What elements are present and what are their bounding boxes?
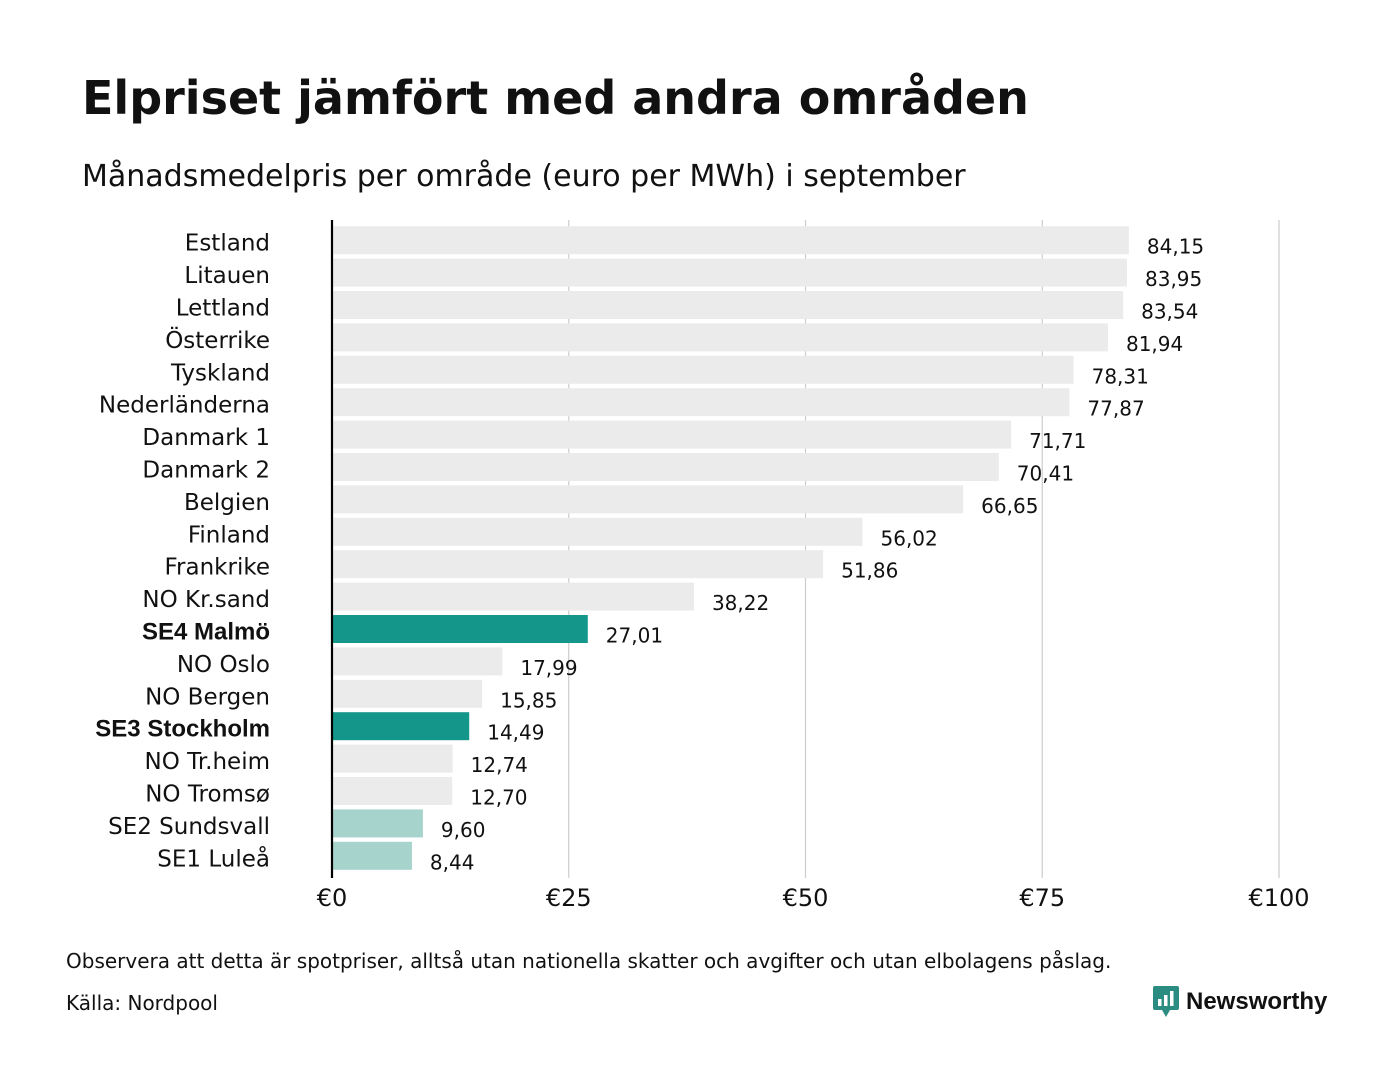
category-label: Lettland [176, 296, 270, 322]
bar [332, 744, 453, 773]
bar [332, 485, 964, 514]
value-label: 71,71 [1029, 429, 1086, 453]
value-label: 9,60 [441, 818, 486, 842]
value-label: 15,85 [500, 688, 557, 712]
bar [332, 679, 483, 708]
value-label: 78,31 [1092, 364, 1149, 388]
bar [332, 841, 412, 870]
bar [332, 615, 588, 643]
category-label: SE1 Luleå [157, 844, 270, 872]
value-label: 56,02 [881, 526, 938, 550]
category-label: SE3 Stockholm [95, 716, 270, 743]
value-label: 12,74 [471, 753, 528, 777]
bar [332, 291, 1124, 319]
badge-bar-1 [1158, 999, 1162, 1006]
x-tick-label: €25 [546, 884, 592, 912]
x-tick-label: €0 [317, 884, 348, 912]
bar [332, 712, 470, 741]
bar-chart-badge-icon [1153, 986, 1179, 1017]
category-label: Belgien [184, 490, 270, 516]
value-label: 84,15 [1147, 235, 1204, 259]
category-label: Tyskland [170, 360, 270, 386]
category-label: Estland [185, 231, 270, 257]
bar [332, 453, 999, 481]
footnote: Observera att detta är spotpriser, allts… [66, 949, 1112, 973]
category-label: NO Kr.sand [142, 587, 270, 613]
value-label: 83,54 [1141, 300, 1198, 324]
chart-title: Elpriset jämfört med andra områden [82, 71, 1029, 125]
bars [332, 226, 1129, 870]
value-label: 38,22 [712, 591, 769, 615]
value-label: 77,87 [1087, 397, 1144, 421]
x-tick-label: €75 [1019, 884, 1065, 912]
brand-logo: Newsworthy [1152, 984, 1327, 1020]
bar [332, 647, 503, 676]
category-labels: Estland Litauen Lettland Österrike Tyskland N… [95, 231, 270, 873]
category-label: SE4 Malmö [142, 618, 270, 645]
bar [332, 420, 1012, 449]
category-label: NO Oslo [177, 652, 270, 678]
value-label: 70,41 [1017, 462, 1074, 486]
category-label: Finland [188, 522, 270, 548]
bar [332, 355, 1074, 384]
bar [332, 517, 863, 546]
bar [332, 323, 1108, 352]
bar [332, 388, 1070, 417]
value-label: 83,95 [1145, 267, 1202, 291]
value-label: 12,70 [470, 786, 527, 810]
category-label: Frankrike [165, 555, 271, 581]
bar [332, 777, 453, 805]
source-credit: Källa: Nordpool [66, 991, 218, 1015]
value-label: 8,44 [430, 850, 475, 874]
category-label: Danmark 2 [142, 458, 270, 484]
badge-bar-2 [1164, 995, 1168, 1006]
badge-bar-3 [1170, 991, 1174, 1006]
category-label: Danmark 1 [142, 425, 270, 451]
bar [332, 582, 694, 611]
category-label: SE2 Sundsvall [108, 814, 270, 840]
category-label: NO Bergen [145, 684, 270, 710]
value-label: 14,49 [487, 721, 544, 745]
value-label: 51,86 [841, 559, 898, 583]
value-label: 66,65 [981, 494, 1038, 518]
value-label: 17,99 [520, 656, 577, 680]
category-label: NO Tr.heim [145, 749, 270, 775]
bar [332, 226, 1129, 255]
category-label: Litauen [184, 263, 270, 289]
brand-name: Newsworthy [1186, 988, 1328, 1015]
bar [332, 258, 1128, 287]
x-tick-labels: €0 €25 €50 €75 €100 [317, 884, 1310, 912]
bar [332, 550, 824, 579]
chart-subtitle: Månadsmedelpris per område (euro per MWh… [82, 159, 966, 194]
value-label: 81,94 [1126, 332, 1183, 356]
category-label: Nederländerna [99, 393, 270, 419]
bar [332, 809, 423, 838]
x-tick-label: €100 [1248, 884, 1309, 912]
category-label: Österrike [165, 326, 270, 354]
x-tick-label: €50 [783, 884, 829, 912]
value-label: 27,01 [606, 624, 663, 648]
category-label: NO Tromsø [145, 782, 270, 808]
